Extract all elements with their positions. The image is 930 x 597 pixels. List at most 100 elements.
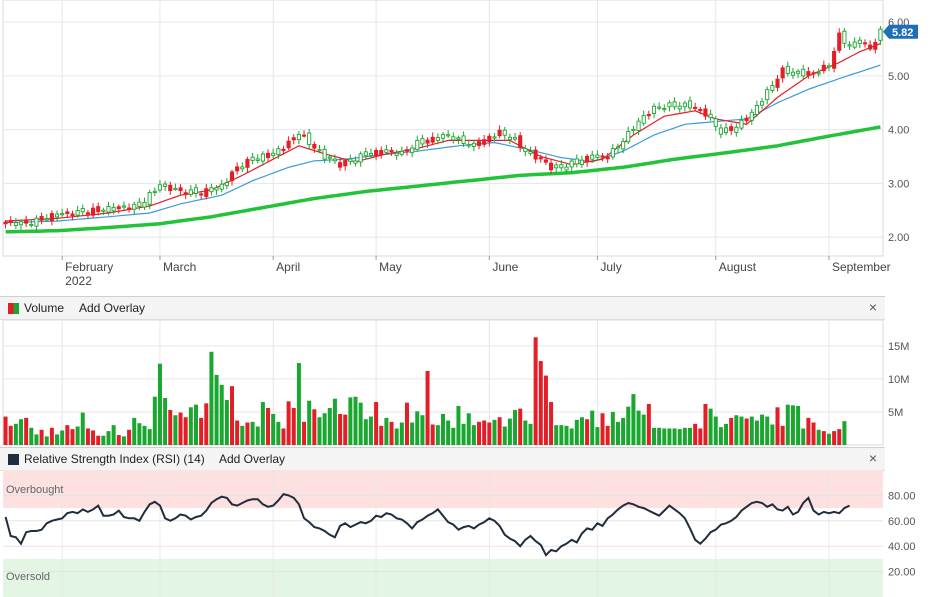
volume-bar xyxy=(137,423,142,445)
candle-body xyxy=(219,183,224,190)
candle-body xyxy=(410,147,415,154)
volume-bar xyxy=(595,427,600,445)
volume-bar xyxy=(523,420,528,445)
price-tick-label: 2.00 xyxy=(888,232,909,244)
candle xyxy=(801,64,806,80)
candle xyxy=(826,63,832,72)
volume-bar xyxy=(302,421,307,445)
candle xyxy=(65,208,70,218)
candle-body xyxy=(214,187,219,191)
candle-body xyxy=(368,152,374,156)
volume-bar xyxy=(291,407,296,445)
volume-bar xyxy=(533,337,538,445)
candle xyxy=(142,197,147,210)
candle xyxy=(245,156,250,173)
candle xyxy=(569,158,574,172)
rsi-tick-label: 20.00 xyxy=(888,567,916,579)
candle-body xyxy=(770,85,775,91)
candle-body xyxy=(363,151,368,157)
volume-bar xyxy=(363,419,368,445)
candle-body xyxy=(502,129,507,136)
candle-body xyxy=(595,154,600,159)
candle xyxy=(348,154,353,165)
candle-body xyxy=(199,193,204,196)
x-tick-label: August xyxy=(719,260,757,274)
volume-bar xyxy=(327,407,332,445)
candle xyxy=(54,210,60,222)
rsi-tick-label: 40.00 xyxy=(888,541,916,553)
candle-body xyxy=(121,205,126,208)
volume-bar xyxy=(842,421,847,445)
volume-bar xyxy=(219,384,224,445)
candle-body xyxy=(785,65,790,74)
candle-body xyxy=(523,147,528,153)
rsi-add-overlay-button[interactable]: Add Overlay xyxy=(219,452,286,466)
volume-bar xyxy=(111,425,116,445)
candle-body xyxy=(651,105,657,114)
volume-bar xyxy=(394,428,399,445)
candle xyxy=(554,162,559,173)
candle-body xyxy=(440,134,446,139)
candle xyxy=(873,38,878,54)
volume-bar xyxy=(559,425,564,445)
candle xyxy=(636,117,641,136)
candle xyxy=(235,162,240,175)
candle-body xyxy=(327,156,332,159)
candle xyxy=(34,215,39,231)
volume-bar xyxy=(657,427,662,445)
volume-bar xyxy=(415,411,420,445)
price-plot-area xyxy=(2,0,884,257)
candle-body xyxy=(163,183,168,187)
volume-bar xyxy=(13,423,18,445)
volume-bar xyxy=(188,407,193,445)
candle-body xyxy=(708,113,713,119)
volume-panel-title: Volume xyxy=(24,301,65,315)
candle xyxy=(667,100,672,112)
x-tick-sublabel: 2022 xyxy=(65,274,92,288)
candle-body xyxy=(34,217,39,227)
candle xyxy=(780,65,785,83)
price-tick-label: 4.00 xyxy=(888,125,909,137)
volume-add-overlay-button[interactable]: Add Overlay xyxy=(79,301,146,315)
volume-bar xyxy=(600,413,605,445)
candle xyxy=(379,146,384,159)
volume-bar xyxy=(317,417,322,445)
volume-bar xyxy=(255,426,260,445)
candle xyxy=(302,130,307,138)
close-icon[interactable]: × xyxy=(868,450,877,466)
candle xyxy=(842,28,847,48)
volume-bar xyxy=(399,422,404,445)
volume-bar xyxy=(641,414,646,445)
candle xyxy=(878,26,883,45)
candle xyxy=(168,181,173,196)
volume-bar xyxy=(80,412,85,445)
candle-body xyxy=(101,209,106,212)
candle-body xyxy=(13,222,18,227)
candle-body xyxy=(415,140,420,150)
candle xyxy=(775,75,780,92)
candle xyxy=(276,145,281,160)
candle xyxy=(219,179,224,193)
candle-body xyxy=(806,71,811,76)
candle-body xyxy=(610,148,615,158)
candle xyxy=(183,189,188,199)
candle-body xyxy=(605,156,610,160)
candle-body xyxy=(296,133,301,141)
candle-body xyxy=(39,216,44,221)
volume-bar xyxy=(554,425,559,445)
close-icon[interactable]: × xyxy=(868,299,877,315)
candle xyxy=(127,203,132,213)
sma-slow-line xyxy=(5,125,881,234)
candle xyxy=(440,131,446,144)
volume-tick-label: 15M xyxy=(888,341,909,353)
candle-body xyxy=(765,89,770,101)
candle-body xyxy=(178,187,183,192)
volume-panel-header: Volume Add Overlay × xyxy=(0,296,885,320)
candle xyxy=(559,159,564,172)
volume-bar xyxy=(837,429,842,445)
volume-bar xyxy=(698,428,703,445)
volume-bar xyxy=(497,417,502,445)
volume-bar xyxy=(34,434,39,445)
volume-bar xyxy=(193,404,198,445)
candle xyxy=(862,39,868,48)
